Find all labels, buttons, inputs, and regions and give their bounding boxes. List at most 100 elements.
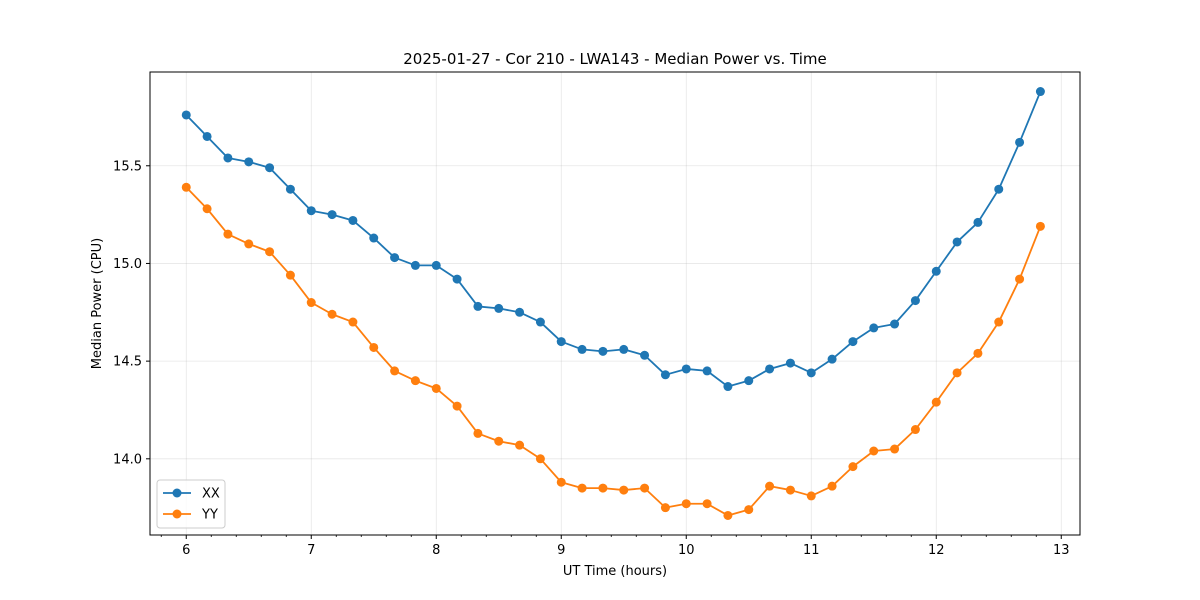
series-yy: [181, 182, 1045, 520]
data-point-yy: [848, 462, 858, 472]
data-point-yy: [515, 440, 525, 450]
data-point-xx: [973, 217, 983, 227]
axes-frame: [149, 71, 1081, 536]
data-point-yy: [556, 477, 566, 487]
data-point-xx: [619, 344, 629, 354]
data-point-xx: [223, 153, 233, 163]
data-point-xx: [681, 364, 691, 374]
x-tick-label: 9: [557, 543, 565, 558]
x-axis-ticks: 6 7 8 9 10 11 12 13: [160, 535, 1070, 558]
y-tick-label: 15.0: [113, 257, 142, 272]
data-point-yy: [369, 342, 379, 352]
data-point-xx: [598, 346, 608, 356]
data-point-yy: [973, 348, 983, 358]
data-point-xx: [244, 157, 254, 167]
grid-lines: [150, 72, 1080, 535]
data-point-xx: [535, 317, 545, 327]
y-tick-label: 14.5: [113, 355, 142, 370]
data-point-yy: [244, 239, 254, 249]
data-point-xx: [660, 370, 670, 380]
data-point-yy: [890, 444, 900, 454]
series-layer: [181, 87, 1045, 520]
x-tick-label: 13: [1053, 543, 1070, 558]
data-point-xx: [827, 354, 837, 364]
series-xx: [181, 87, 1045, 392]
data-point-yy: [660, 503, 670, 513]
data-point-xx: [702, 366, 712, 376]
data-point-xx: [285, 184, 295, 194]
data-point-yy: [723, 510, 733, 520]
data-point-yy: [1035, 221, 1045, 231]
data-point-yy: [994, 317, 1004, 327]
data-point-xx: [952, 237, 962, 247]
data-point-xx: [494, 303, 504, 313]
legend-label-yy: YY: [201, 508, 218, 523]
data-point-yy: [390, 366, 400, 376]
data-point-yy: [827, 481, 837, 491]
data-point-xx: [1015, 137, 1025, 147]
y-tick-label: 14.0: [113, 452, 142, 467]
data-point-xx: [765, 364, 775, 374]
data-point-yy: [327, 309, 337, 319]
data-point-yy: [598, 483, 608, 493]
data-point-xx: [473, 301, 483, 311]
data-point-yy: [785, 485, 795, 495]
data-point-yy: [202, 204, 212, 214]
data-point-xx: [848, 337, 858, 347]
data-point-yy: [535, 454, 545, 464]
data-point-xx: [869, 323, 879, 333]
data-point-xx: [202, 131, 212, 141]
data-point-yy: [806, 491, 816, 501]
data-point-yy: [681, 499, 691, 509]
x-tick-label: 12: [928, 543, 945, 558]
data-point-yy: [1015, 274, 1025, 284]
x-tick-label: 7: [307, 543, 315, 558]
y-tick-label: 15.5: [113, 159, 142, 174]
data-point-yy: [619, 485, 629, 495]
data-point-yy: [223, 229, 233, 239]
data-point-xx: [785, 358, 795, 368]
data-point-yy: [765, 481, 775, 491]
y-axis-label: Median Power (CPU): [90, 238, 105, 369]
legend-marker-yy: [172, 509, 182, 519]
x-tick-label: 6: [182, 543, 190, 558]
data-point-xx: [369, 233, 379, 243]
data-point-xx: [806, 368, 816, 378]
legend-marker-xx: [172, 488, 182, 498]
data-point-yy: [473, 428, 483, 438]
data-point-yy: [640, 483, 650, 493]
data-point-xx: [723, 382, 733, 392]
data-point-xx: [994, 184, 1004, 194]
x-axis-label: UT Time (hours): [563, 564, 667, 579]
data-point-xx: [431, 260, 441, 270]
data-point-yy: [931, 397, 941, 407]
data-point-xx: [1035, 87, 1045, 97]
data-point-xx: [265, 163, 275, 173]
data-point-xx: [181, 110, 191, 120]
y-axis-ticks: 14.0 14.5 15.0 15.5: [113, 159, 150, 467]
data-point-xx: [348, 215, 358, 225]
data-point-xx: [515, 307, 525, 317]
data-point-xx: [890, 319, 900, 329]
data-point-xx: [410, 260, 420, 270]
data-point-yy: [410, 376, 420, 386]
data-point-xx: [640, 350, 650, 360]
data-point-yy: [265, 247, 275, 257]
x-tick-label: 8: [432, 543, 440, 558]
data-point-yy: [306, 298, 316, 308]
data-point-yy: [494, 436, 504, 446]
data-point-yy: [577, 483, 587, 493]
data-point-yy: [181, 182, 191, 192]
data-point-yy: [869, 446, 879, 456]
data-point-yy: [431, 383, 441, 393]
data-point-xx: [390, 253, 400, 263]
legend-label-xx: XX: [202, 487, 220, 502]
legend: XX YY: [156, 479, 226, 529]
data-point-xx: [577, 344, 587, 354]
data-point-xx: [452, 274, 462, 284]
x-tick-label: 10: [678, 543, 695, 558]
data-point-yy: [744, 505, 754, 515]
data-point-xx: [744, 376, 754, 386]
data-point-xx: [931, 266, 941, 276]
data-point-xx: [910, 296, 920, 306]
